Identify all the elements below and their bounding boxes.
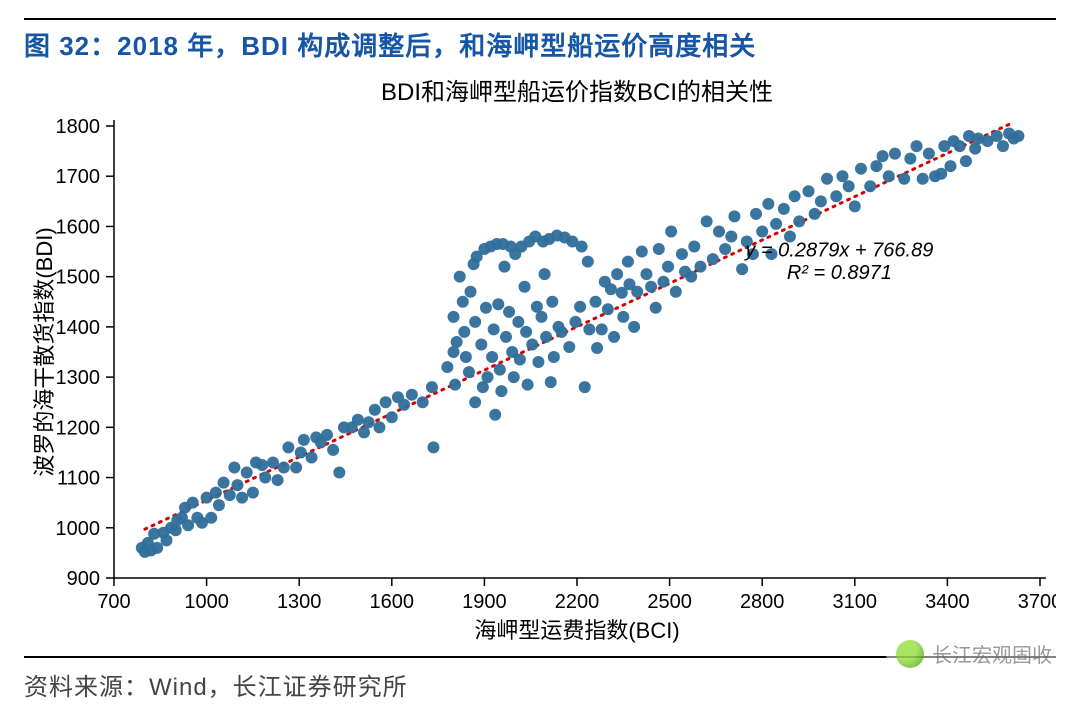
x-tick-label: 1900 [462,591,507,613]
y-tick-label: 1200 [56,417,101,439]
x-tick-label: 700 [97,591,130,613]
x-tick-label: 1600 [370,591,415,613]
x-tick-label: 2500 [647,591,692,613]
wechat-icon [896,640,924,668]
y-axis-title: 波罗的海干散货指数(BDI) [32,227,57,476]
regression-rsq: R² = 0.8971 [787,262,892,284]
y-tick-label: 1000 [56,518,101,540]
x-tick-label: 3400 [925,591,970,613]
x-tick-label: 3100 [833,591,878,613]
x-tick-label: 1000 [184,591,229,613]
regression-equation: y = 0.2879x + 766.89 [743,240,933,262]
y-tick-label: 1100 [57,468,100,490]
watermark-text: 长江宏观固收 [932,639,1052,668]
x-tick-label: 3700 [1018,591,1056,613]
x-tick-label: 2800 [740,591,785,613]
watermark: 长江宏观固收 [886,635,1062,672]
chart-title: BDI和海岬型船运价指数BCI的相关性 [381,79,773,106]
x-axis-title: 海岬型运费指数(BCI) [474,618,679,643]
y-tick-label: 1300 [56,367,101,389]
figure-title: 图 32：2018 年，BDI 构成调整后，和海岬型船运价高度相关 [24,26,756,63]
y-tick-label: 1800 [56,116,101,138]
x-tick-label: 1300 [277,591,322,613]
x-tick-label: 2200 [555,591,600,613]
y-tick-label: 900 [67,568,100,590]
top-rule [24,18,1056,20]
y-tick-label: 1600 [56,216,101,238]
source-text: 资料来源：Wind，长江证券研究所 [24,667,408,702]
y-tick-label: 1500 [56,267,101,289]
scatter-chart: BDI和海岬型船运价指数BCI的相关性 700 1000 1300 1600 1900 22… [24,76,1056,648]
chart-area: BDI和海岬型船运价指数BCI的相关性 700 1000 1300 1600 1900 22… [24,76,1056,648]
y-tick-label: 1400 [56,317,101,339]
y-tick-label: 1700 [56,166,101,188]
